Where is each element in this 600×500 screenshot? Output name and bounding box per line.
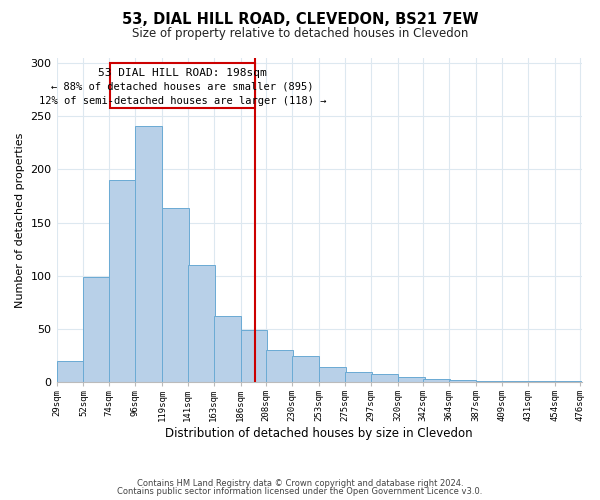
Bar (266, 350, 293, 382)
FancyBboxPatch shape (110, 63, 254, 108)
X-axis label: Distribution of detached houses by size in Clevedon: Distribution of detached houses by size … (165, 427, 473, 440)
Text: 12% of semi-detached houses are larger (118) →: 12% of semi-detached houses are larger (… (39, 96, 326, 106)
Bar (56, 361, 83, 382)
Bar (449, 380, 476, 382)
Bar (554, 381, 581, 382)
Bar (527, 381, 554, 382)
Bar (109, 180, 136, 382)
Bar (162, 208, 189, 382)
Text: Contains public sector information licensed under the Open Government Licence v3: Contains public sector information licen… (118, 487, 482, 496)
Text: 53 DIAL HILL ROAD: 198sqm: 53 DIAL HILL ROAD: 198sqm (98, 68, 267, 78)
Text: 53, DIAL HILL ROAD, CLEVEDON, BS21 7EW: 53, DIAL HILL ROAD, CLEVEDON, BS21 7EW (122, 12, 478, 28)
Bar (398, 377, 425, 382)
Bar (371, 374, 398, 382)
Text: ← 88% of detached houses are smaller (895): ← 88% of detached houses are smaller (89… (51, 82, 314, 92)
Bar (292, 356, 319, 382)
Bar (135, 126, 162, 382)
Bar (319, 368, 346, 382)
Bar (241, 330, 268, 382)
Text: Size of property relative to detached houses in Clevedon: Size of property relative to detached ho… (132, 28, 468, 40)
Bar (502, 381, 529, 382)
Y-axis label: Number of detached properties: Number of detached properties (15, 132, 25, 308)
Bar (424, 379, 450, 382)
Bar (83, 277, 110, 382)
Bar (214, 316, 241, 382)
Bar (345, 372, 372, 382)
Bar (188, 265, 215, 382)
Bar (476, 381, 503, 382)
Text: Contains HM Land Registry data © Crown copyright and database right 2024.: Contains HM Land Registry data © Crown c… (137, 478, 463, 488)
